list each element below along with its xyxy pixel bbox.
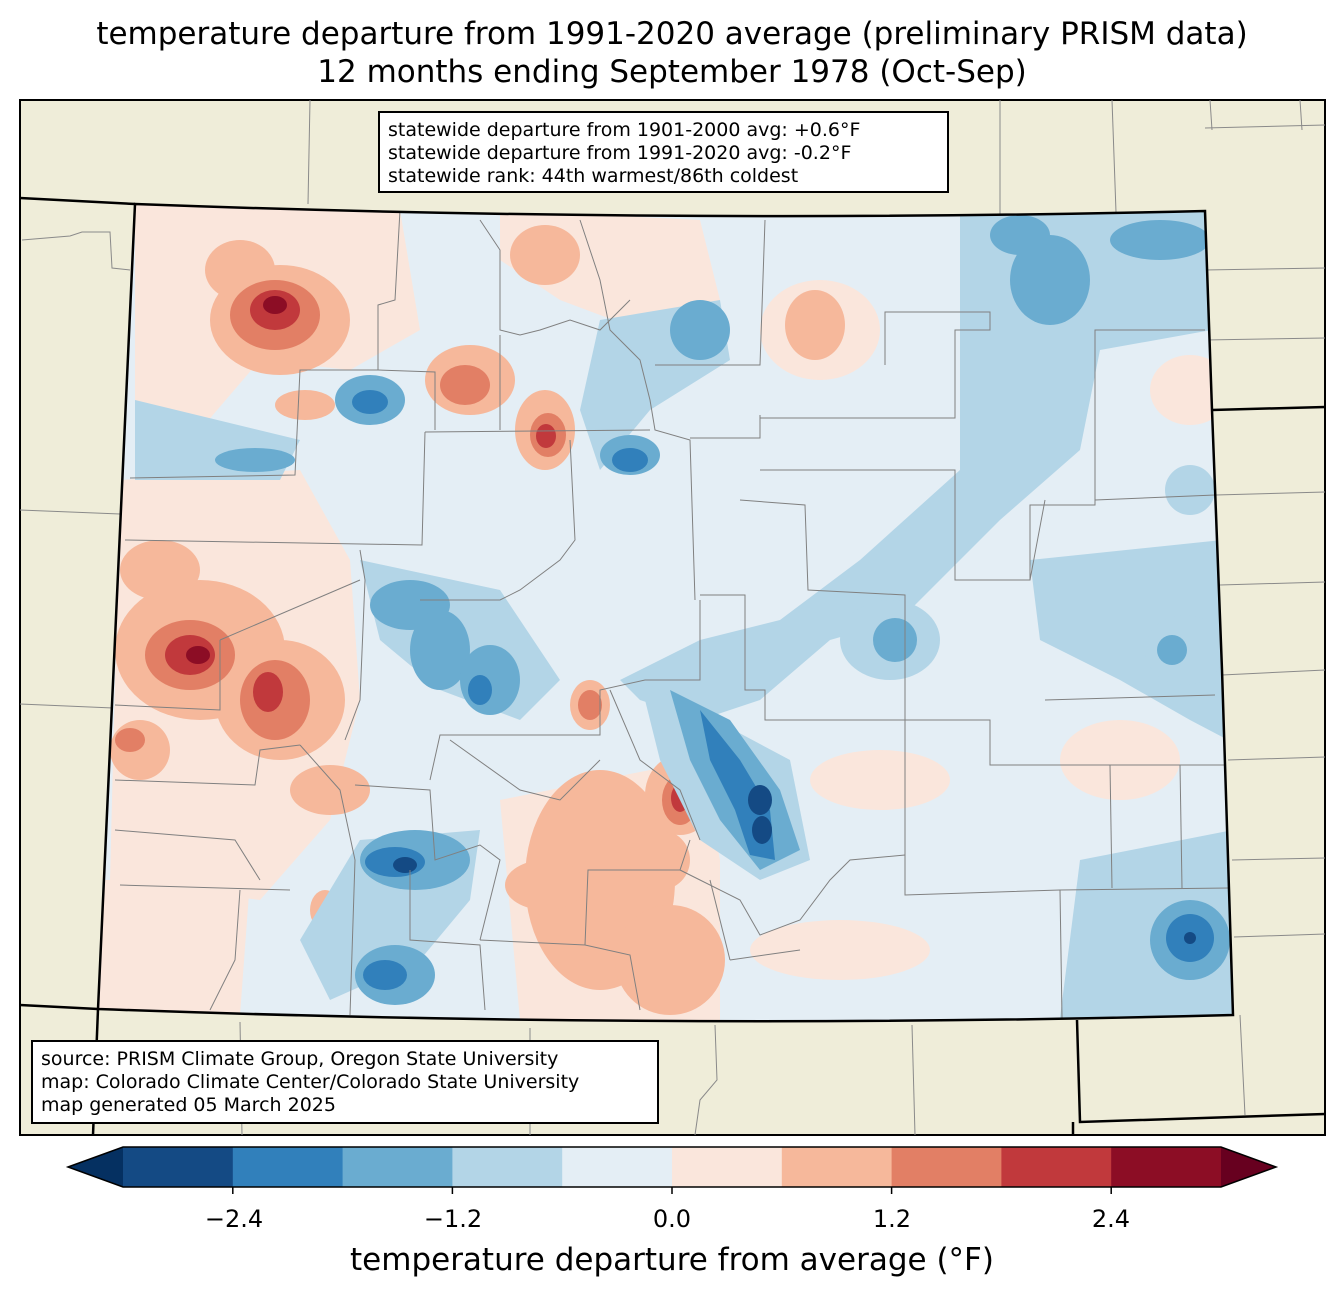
colorbar-segment (123, 1147, 234, 1187)
colorbar-segment (672, 1147, 783, 1187)
map-credit-line: map: Colorado Climate Center/Colorado St… (41, 1071, 580, 1093)
map-title-line-1: temperature departure from 1991-2020 ave… (96, 16, 1248, 52)
colorbar-tick-label: −1.2 (423, 1205, 483, 1233)
colorbar-tick-label: 0.0 (652, 1205, 692, 1233)
colorbar-outline (65, 1146, 1279, 1188)
neighbor-county-lines (19, 99, 1326, 1136)
colorbar-tick-label: 1.2 (872, 1205, 912, 1233)
colorbar-over-arrow (1221, 1147, 1276, 1187)
colorbar-segment (781, 1147, 893, 1187)
colorbar-segment (891, 1147, 1002, 1187)
colorbar-segment (232, 1147, 344, 1187)
colorbar (65, 1146, 1279, 1194)
generated-date-line: map generated 05 March 2025 (41, 1094, 336, 1116)
source-box: source: PRISM Climate Group, Oregon Stat… (31, 1040, 659, 1124)
colorado-border (96, 202, 1235, 1023)
colorbar-segment (342, 1147, 453, 1187)
colorbar-tick-label: 2.4 (1091, 1205, 1131, 1233)
colorbar-under-arrow (68, 1147, 123, 1187)
colorbar-segment (452, 1147, 563, 1187)
colorbar-segment (1001, 1147, 1112, 1187)
colorbar-label: temperature departure from average (°F) (350, 1242, 994, 1278)
stats-rank: statewide rank: 44th warmest/86th coldes… (388, 165, 799, 187)
colorbar-tick-label: −2.4 (204, 1205, 264, 1233)
stats-departure-1991-2020: statewide departure from 1991-2020 avg: … (388, 142, 852, 164)
county-lines (114, 209, 1231, 1019)
stats-departure-1901-2000: statewide departure from 1901-2000 avg: … (388, 119, 861, 141)
departure-field (98, 204, 1233, 1022)
statewide-stats-box: statewide departure from 1901-2000 avg: … (378, 111, 949, 193)
colorbar-segment (562, 1147, 673, 1187)
source-line: source: PRISM Climate Group, Oregon Stat… (41, 1048, 559, 1070)
map-title-line-2: 12 months ending September 1978 (Oct-Sep… (317, 54, 1027, 90)
colorbar-segment (1111, 1147, 1222, 1187)
